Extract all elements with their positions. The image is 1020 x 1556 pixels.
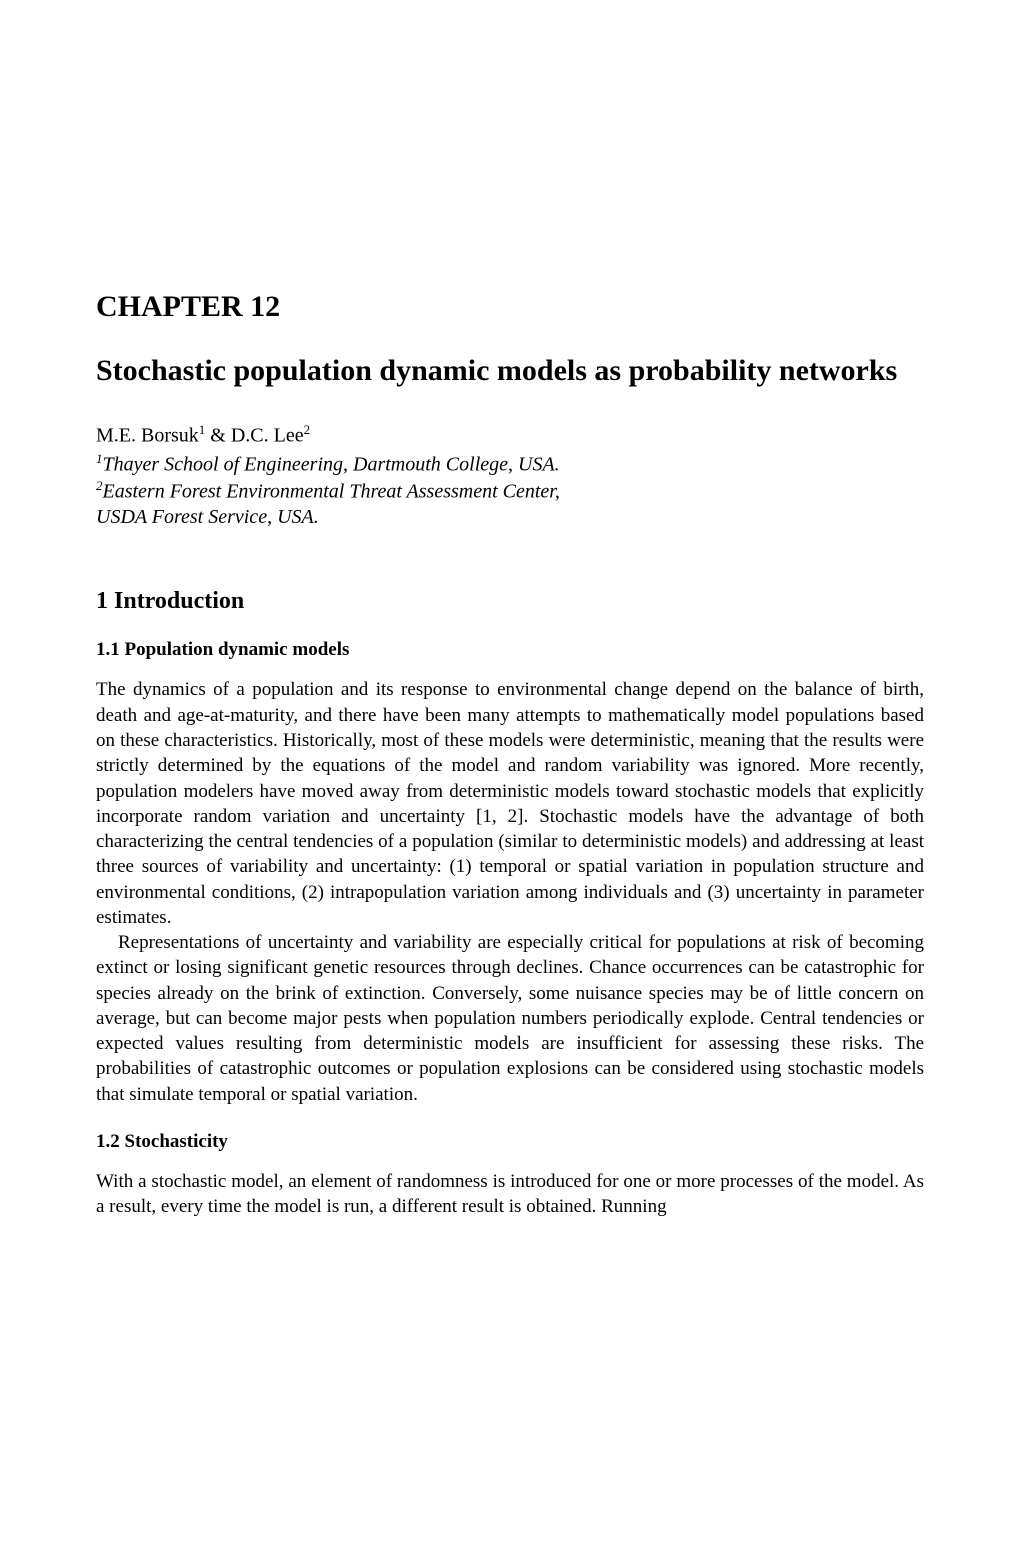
author-1: M.E. Borsuk xyxy=(96,424,199,446)
author-separator: & D.C. Lee xyxy=(205,424,303,446)
affiliation-2: 2Eastern Forest Environmental Threat Ass… xyxy=(96,478,924,505)
section-1-heading: 1 Introduction xyxy=(96,588,924,615)
authors-line: M.E. Borsuk1 & D.C. Lee2 xyxy=(96,422,924,448)
affiliation-1: 1Thayer School of Engineering, Dartmouth… xyxy=(96,451,924,478)
affiliation-2-text: Eastern Forest Environmental Threat Asse… xyxy=(103,480,560,502)
author-2-sup: 2 xyxy=(304,422,311,437)
subsection-1-1-heading: 1.1 Population dynamic models xyxy=(96,639,924,661)
chapter-title: Stochastic population dynamic models as … xyxy=(96,352,924,390)
paragraph-1-1-2: Representations of uncertainty and varia… xyxy=(96,930,924,1107)
affiliation-1-text: Thayer School of Engineering, Dartmouth … xyxy=(103,454,560,476)
paragraph-1-2-1: With a stochastic model, an element of r… xyxy=(96,1169,924,1220)
subsection-1-2-heading: 1.2 Stochasticity xyxy=(96,1131,924,1153)
affiliations: 1Thayer School of Engineering, Dartmouth… xyxy=(96,451,924,530)
paragraph-1-1-1: The dynamics of a population and its res… xyxy=(96,677,924,930)
chapter-label: CHAPTER 12 xyxy=(96,290,924,324)
affiliation-3: USDA Forest Service, USA. xyxy=(96,504,924,530)
